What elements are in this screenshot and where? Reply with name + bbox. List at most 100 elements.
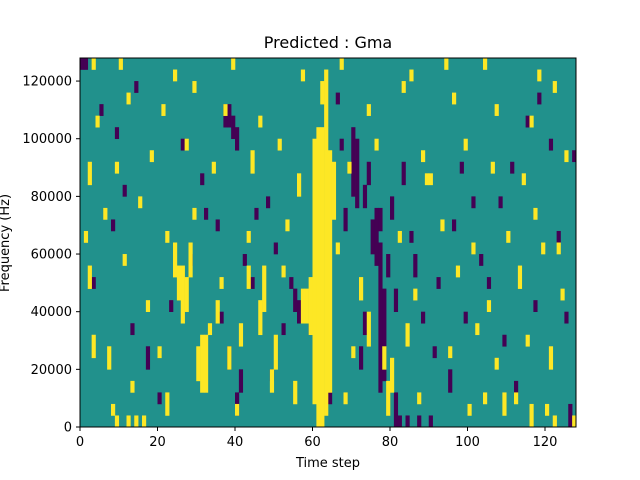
heatmap-cell-high: [506, 230, 511, 243]
heatmap-cell-high: [126, 92, 131, 105]
heatmap-cell-high: [192, 207, 197, 220]
heatmap-cell-high: [572, 415, 577, 428]
heatmap-cell-high: [122, 254, 127, 266]
heatmap-cell-high: [463, 138, 468, 151]
heatmap-cell-high: [149, 150, 154, 163]
heatmap-cell-low: [564, 311, 569, 324]
heatmap-cell-high: [494, 357, 499, 370]
heatmap-cell-high: [428, 173, 433, 186]
heatmap-cell-high: [486, 300, 492, 312]
heatmap-cell-high: [343, 392, 348, 405]
heatmap-cell-low: [111, 219, 116, 232]
heatmap-cell-low: [471, 196, 476, 209]
heatmap-cell-low: [452, 219, 457, 232]
heatmap-cell-high: [246, 230, 251, 243]
heatmap-cell-high: [366, 104, 371, 116]
heatmap-cell-high: [165, 392, 170, 416]
heatmap-cell-high: [475, 323, 480, 336]
heatmap-cell-low: [362, 311, 368, 336]
heatmap-cell-low: [498, 196, 503, 209]
heatmap-cell-low: [169, 300, 174, 312]
y-tick-label: 120000: [22, 75, 72, 90]
heatmap-cell-high: [417, 392, 422, 405]
heatmap-cell-low: [219, 311, 224, 324]
heatmap-cell-high: [494, 104, 499, 116]
y-tick-label: 40000: [31, 305, 72, 320]
heatmap-cell-high: [91, 334, 96, 359]
heatmap-cell-high: [157, 346, 162, 359]
heatmap-cell-high: [196, 346, 201, 382]
heatmap-cell-high: [552, 81, 557, 93]
heatmap-cell-high: [165, 230, 170, 243]
chart-title: Predicted : Gma: [264, 33, 392, 52]
heatmap-cell-low: [533, 300, 538, 312]
heatmap-cell-high: [413, 288, 418, 301]
heatmap-cell-high: [328, 150, 333, 393]
heatmap-cell-high: [107, 346, 112, 370]
heatmap-cell-low: [537, 92, 542, 105]
heatmap-cell-low: [204, 207, 209, 220]
heatmap-cell-low: [370, 219, 375, 255]
heatmap-cell-low: [448, 369, 453, 393]
heatmap-cell-high: [401, 81, 406, 93]
heatmap-cell-high: [130, 380, 135, 393]
heatmap-cell-high: [246, 265, 251, 289]
heatmap-cell-low: [335, 92, 340, 105]
heatmap-cell-high: [331, 161, 337, 220]
heatmap-cell-low: [91, 277, 96, 289]
heatmap-cell-low: [215, 219, 220, 232]
y-tick-label: 100000: [22, 132, 72, 147]
heatmap-cell-high: [138, 196, 143, 209]
heatmap-cell-high: [235, 403, 240, 416]
heatmap-cell-low: [417, 415, 422, 428]
heatmap-cell-low: [486, 277, 492, 289]
heatmap-cell-high: [215, 300, 220, 324]
heatmap-cell-high: [161, 104, 166, 116]
heatmap-cell-low: [114, 127, 120, 140]
heatmap-cell-high: [204, 334, 209, 393]
heatmap-cell-low: [510, 161, 515, 174]
heatmap-cell-low: [374, 207, 379, 266]
heatmap-cell-high: [545, 403, 550, 416]
heatmap-cell-low: [409, 230, 414, 243]
heatmap-cell-low: [130, 323, 135, 336]
heatmap-cell-high: [126, 415, 131, 428]
heatmap-cell-high: [525, 334, 530, 347]
heatmap-cell-low: [556, 230, 561, 243]
y-tick-label: 60000: [31, 248, 72, 263]
heatmap-cell-low: [479, 254, 484, 266]
heatmap-cell-low: [83, 58, 89, 70]
heatmap-cell-low: [293, 288, 298, 312]
heatmap-cell-low: [393, 288, 399, 312]
heatmap-cell-low: [180, 138, 185, 151]
heatmap-cell-low: [351, 127, 356, 197]
heatmap-cell-high: [173, 69, 178, 82]
heatmap-cell-high: [335, 242, 340, 255]
heatmap-cell-high: [192, 81, 197, 93]
x-tick-label: 120: [533, 435, 558, 450]
heatmap-cell-low: [378, 207, 383, 232]
heatmap-cell-high: [184, 277, 189, 312]
y-tick-label: 0: [64, 421, 72, 436]
heatmap-cell-high: [145, 300, 151, 312]
heatmap-cell-high: [111, 403, 116, 416]
heatmap-cell-low: [355, 138, 360, 209]
heatmap-cell-high: [556, 242, 561, 255]
heatmap-cell-high: [297, 173, 302, 197]
heatmap-cell-low: [378, 242, 383, 393]
y-tick-label: 80000: [31, 190, 72, 205]
heatmap-cell-high: [134, 415, 139, 428]
heatmap-cell-high: [281, 265, 286, 278]
heatmap-cell-high: [444, 58, 449, 70]
heatmap-cell-high: [91, 58, 96, 70]
heatmap-cell-low: [548, 138, 554, 151]
heatmap-cell-high: [293, 380, 298, 405]
heatmap-cell-high: [502, 392, 507, 416]
heatmap-cell-low: [401, 161, 406, 186]
heatmap-cell-high: [300, 69, 306, 82]
heatmap-cell-high: [490, 161, 495, 174]
heatmap-cell-high: [308, 277, 313, 336]
heatmap-cell-low: [393, 392, 399, 428]
heatmap-cell-high: [537, 69, 542, 82]
heatmap-cell-low: [80, 58, 85, 70]
